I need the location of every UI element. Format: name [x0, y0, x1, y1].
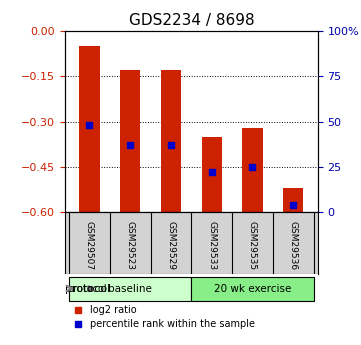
- Bar: [283, 188, 303, 212]
- Text: GSM29529: GSM29529: [166, 221, 175, 270]
- Text: percentile rank within the sample: percentile rank within the sample: [90, 319, 255, 329]
- Title: GDS2234 / 8698: GDS2234 / 8698: [129, 13, 254, 29]
- FancyBboxPatch shape: [191, 277, 314, 301]
- Text: GSM29533: GSM29533: [207, 221, 216, 270]
- Bar: [120, 70, 140, 212]
- Text: 20 wk exercise: 20 wk exercise: [214, 284, 291, 294]
- Text: GSM29535: GSM29535: [248, 221, 257, 270]
- Text: log2 ratio: log2 ratio: [90, 305, 137, 315]
- Text: baseline: baseline: [108, 284, 152, 294]
- Text: protocol: protocol: [65, 284, 110, 294]
- Text: protocol: protocol: [67, 284, 106, 294]
- Text: GSM29523: GSM29523: [126, 221, 135, 270]
- Text: GSM29536: GSM29536: [289, 221, 298, 270]
- Text: GSM29507: GSM29507: [85, 221, 94, 270]
- Bar: [79, 46, 100, 212]
- FancyBboxPatch shape: [69, 277, 191, 301]
- Bar: [161, 70, 181, 212]
- Bar: [242, 128, 263, 212]
- Bar: [201, 137, 222, 212]
